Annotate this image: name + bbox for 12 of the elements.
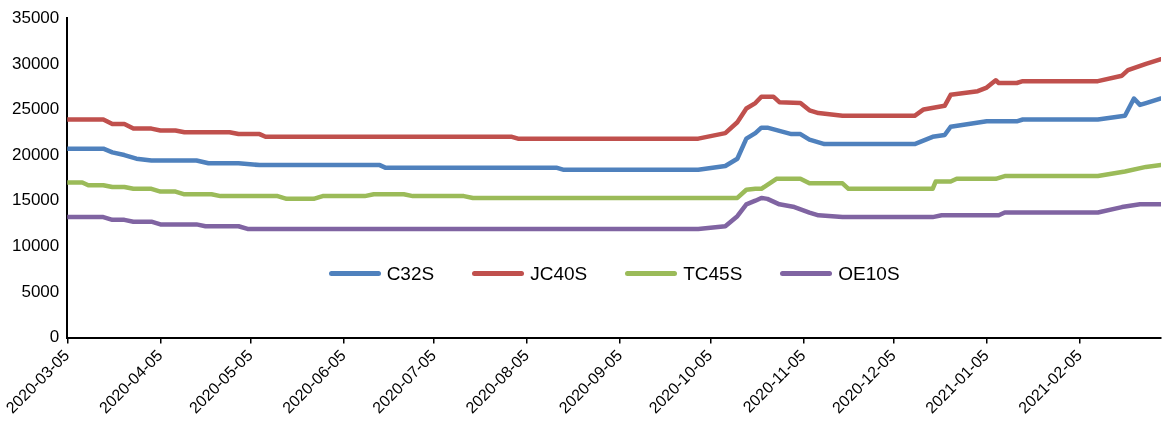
y-tick-label: 20000 — [11, 144, 60, 164]
legend-label: C32S — [386, 262, 435, 285]
y-tick-label: 15000 — [11, 190, 60, 210]
y-tick-label: 35000 — [11, 7, 60, 27]
y-tick-label: 5000 — [21, 281, 60, 301]
y-tick-label: 25000 — [11, 99, 60, 119]
legend-label: JC40S — [530, 262, 588, 285]
y-tick-label: 0 — [49, 327, 60, 347]
legend-label: TC45S — [683, 262, 743, 285]
legend-label: OE10S — [838, 262, 900, 285]
y-tick-label: 30000 — [11, 53, 60, 73]
y-tick-label: 10000 — [11, 236, 60, 255]
